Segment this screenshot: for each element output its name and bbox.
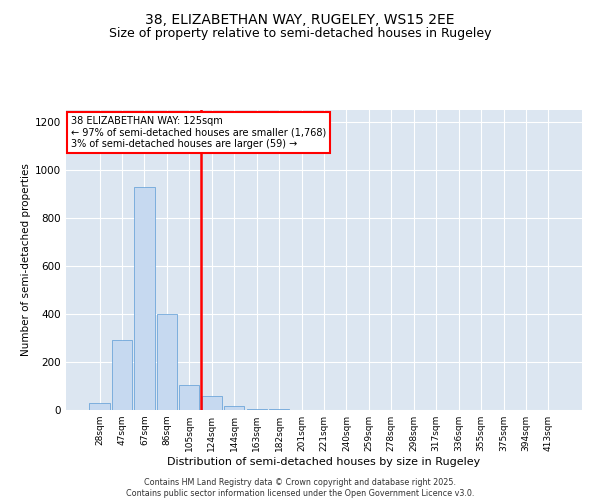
Bar [112, 340, 132, 410]
Bar [134, 187, 155, 410]
Text: 38, ELIZABETHAN WAY, RUGELEY, WS15 2EE: 38, ELIZABETHAN WAY, RUGELEY, WS15 2EE [145, 12, 455, 26]
Text: 38 ELIZABETHAN WAY: 125sqm
← 97% of semi-detached houses are smaller (1,768)
3% : 38 ELIZABETHAN WAY: 125sqm ← 97% of semi… [71, 116, 326, 149]
Bar [202, 396, 222, 410]
Text: Size of property relative to semi-detached houses in Rugeley: Size of property relative to semi-detach… [109, 28, 491, 40]
Y-axis label: Number of semi-detached properties: Number of semi-detached properties [21, 164, 31, 356]
X-axis label: Distribution of semi-detached houses by size in Rugeley: Distribution of semi-detached houses by … [167, 457, 481, 467]
Bar [157, 314, 177, 410]
Text: Contains HM Land Registry data © Crown copyright and database right 2025.
Contai: Contains HM Land Registry data © Crown c… [126, 478, 474, 498]
Bar [224, 406, 244, 410]
Bar [89, 403, 110, 410]
Bar [179, 385, 199, 410]
